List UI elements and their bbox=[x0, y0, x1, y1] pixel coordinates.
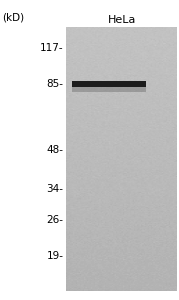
Text: 117-: 117- bbox=[40, 43, 64, 52]
Bar bbox=[72, 86, 146, 92]
Text: 48-: 48- bbox=[47, 145, 64, 155]
Text: (kD): (kD) bbox=[2, 13, 24, 22]
Text: 85-: 85- bbox=[47, 79, 64, 89]
Text: 26-: 26- bbox=[47, 215, 64, 225]
Text: 19-: 19- bbox=[47, 251, 64, 261]
Title: HeLa: HeLa bbox=[108, 15, 136, 25]
Bar bbox=[72, 81, 146, 87]
Text: 34-: 34- bbox=[47, 184, 64, 194]
